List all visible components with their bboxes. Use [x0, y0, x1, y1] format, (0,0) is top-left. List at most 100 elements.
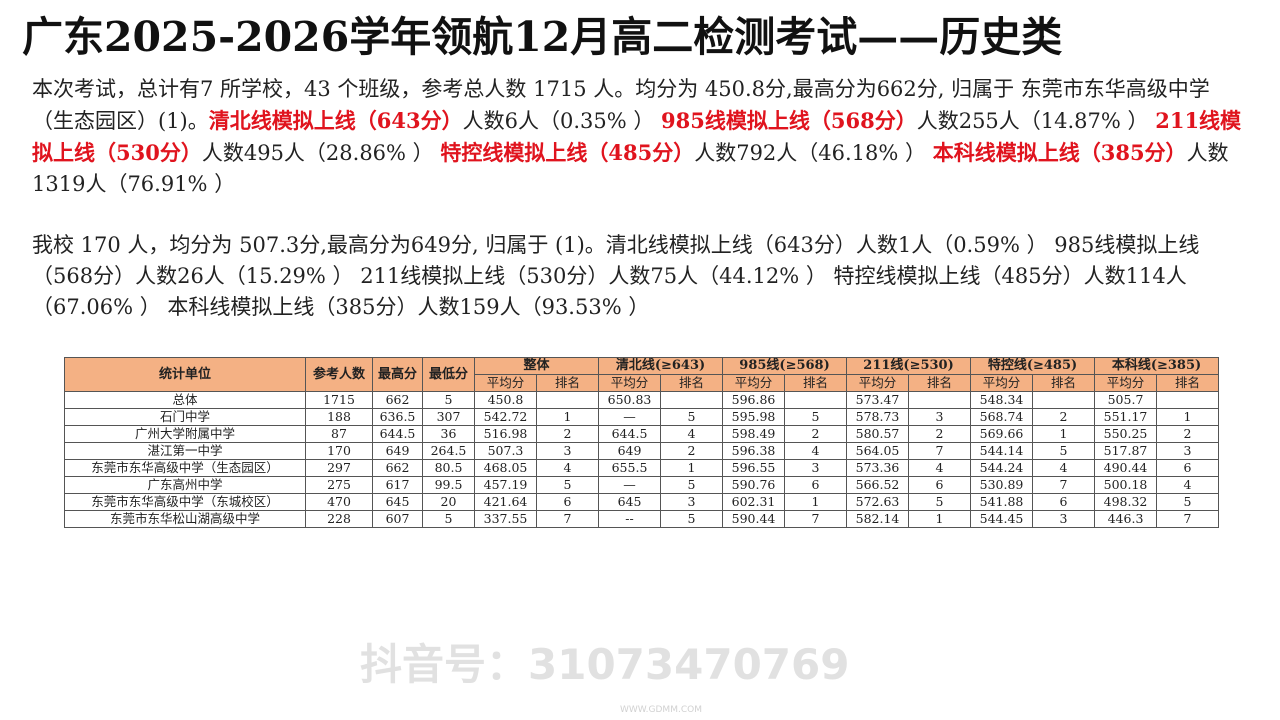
column-header: 统计单位	[64, 357, 306, 392]
unit-name-cell: 总体	[64, 391, 306, 409]
table-cell: 580.57	[846, 425, 910, 443]
sub-header: 平均分	[1094, 374, 1158, 392]
table-cell: 649	[372, 442, 423, 460]
table-cell: 636.5	[372, 408, 423, 426]
sub-header: 排名	[1032, 374, 1096, 392]
sub-header: 平均分	[970, 374, 1034, 392]
table-cell: 644.5	[598, 425, 662, 443]
table-row: 总体 1715 662 5 450.8 650.83 596.86 573.47 548.34 5…	[64, 391, 1220, 409]
table-cell	[784, 391, 848, 409]
table-cell: —	[598, 476, 662, 494]
table-cell: 655.5	[598, 459, 662, 477]
table-cell: 548.34	[970, 391, 1034, 409]
table-cell: 4	[784, 442, 848, 460]
table-cell	[1032, 391, 1096, 409]
group-header: 本科线(≥385)	[1094, 357, 1220, 375]
unit-name-cell: 东莞市东华松山湖高级中学	[64, 510, 306, 528]
table-cell: 5	[1156, 493, 1220, 511]
column-header: 最高分	[372, 357, 423, 392]
table-cell: 457.19	[474, 476, 537, 494]
table-cell: 569.66	[970, 425, 1034, 443]
table-row: 广东高州中学 275 617 99.5 457.19 5—5 590.76 6 566.52 6 5…	[64, 476, 1220, 494]
table-cell: 573.36	[846, 459, 910, 477]
table-cell: 617	[372, 476, 423, 494]
highlight-text: 清北线模拟上线（643分）	[208, 108, 463, 133]
table-cell: 7	[784, 510, 848, 528]
table-row: 广州大学附属中学 87 644.5 36 516.98 2 644.5 4 598.49 2 580…	[64, 425, 1220, 443]
table-cell: 3	[784, 459, 848, 477]
summary-text: 本次考试，总计有7 所学校，43 个班级，参考总人数 1715 人。均分为 45…	[32, 77, 1210, 133]
highlight-text: 特控线模拟上线（485分）	[440, 140, 695, 165]
summary-text: 人数1319人（76.91% ）	[32, 141, 1229, 196]
table-cell: 6	[908, 476, 972, 494]
table-cell: 662	[372, 391, 423, 409]
table-cell: 1	[1032, 425, 1096, 443]
table-cell	[1156, 391, 1220, 409]
table-cell: 6	[535, 493, 600, 511]
page-title: 广东2025-2026学年领航12月高二检测考试——历史类	[22, 13, 1063, 61]
table-cell: 595.98	[722, 408, 786, 426]
table-cell: 578.73	[846, 408, 910, 426]
school-summary: 我校 170 人，均分为 507.3分,最高分为649分, 归属于 (1)。清北…	[32, 233, 1200, 319]
table-cell: 564.05	[846, 442, 910, 460]
highlight-text: 本科线模拟上线（385分）	[932, 140, 1187, 165]
table-cell: 307	[422, 408, 475, 426]
table-row: 东莞市东华高级中学（生态园区） 297 662 80.5 468.05 4 655.5 1 59…	[64, 459, 1220, 477]
unit-name-cell: 石门中学	[64, 408, 306, 426]
table-cell: 542.72	[474, 408, 537, 426]
table-cell: 36	[422, 425, 475, 443]
group-header: 特控线(≥485)	[970, 357, 1096, 375]
unit-name-cell: 东莞市东华高级中学（东城校区）	[64, 493, 306, 511]
table-cell: 2	[1156, 425, 1220, 443]
table-cell	[908, 391, 972, 409]
sub-header: 平均分	[722, 374, 786, 392]
table-cell: 4	[1156, 476, 1220, 494]
score-table-wrapper: 统计单位 参考人数 最高分 最低分 整体 清北线(≥643) 985线(≥568) 211线(…	[64, 357, 1220, 528]
group-header: 211线(≥530)	[846, 357, 972, 375]
table-cell: 1	[908, 510, 972, 528]
table-cell: 5	[660, 510, 724, 528]
table-cell: 602.31	[722, 493, 786, 511]
table-cell: 1	[535, 408, 600, 426]
table-cell: 2	[908, 425, 972, 443]
table-cell: 1	[660, 459, 724, 477]
table-cell: 2	[1032, 408, 1096, 426]
summary-text: 人数6人（0.35% ）	[462, 109, 662, 133]
table-cell: 596.86	[722, 391, 786, 409]
table-cell: 551.17	[1094, 408, 1158, 426]
table-cell: 468.05	[474, 459, 537, 477]
table-cell: 505.7	[1094, 391, 1158, 409]
table-row: 东莞市东华高级中学（东城校区） 470 645 20 421.64 6 645 3 602.31…	[64, 493, 1220, 511]
table-cell: 516.98	[474, 425, 537, 443]
table-cell: 541.88	[970, 493, 1034, 511]
table-cell: 3	[660, 493, 724, 511]
table-cell: 500.18	[1094, 476, 1158, 494]
table-cell: 5	[908, 493, 972, 511]
table-cell: 7	[535, 510, 600, 528]
sub-header: 排名	[1156, 374, 1220, 392]
table-cell: 590.44	[722, 510, 786, 528]
table-cell: 3	[908, 408, 972, 426]
table-cell: --	[598, 510, 662, 528]
table-cell: 5	[422, 391, 475, 409]
column-header: 参考人数	[305, 357, 373, 392]
table-cell: 4	[660, 425, 724, 443]
sub-header: 平均分	[598, 374, 662, 392]
sub-header: 排名	[784, 374, 848, 392]
table-cell: 7	[908, 442, 972, 460]
table-cell: 3	[535, 442, 600, 460]
table-cell: 517.87	[1094, 442, 1158, 460]
unit-name-cell: 湛江第一中学	[64, 442, 306, 460]
table-cell: 645	[598, 493, 662, 511]
table-cell: 421.64	[474, 493, 537, 511]
table-cell: 490.44	[1094, 459, 1158, 477]
table-cell: 7	[1032, 476, 1096, 494]
watermark-site: WWW.GDMM.COM	[620, 705, 702, 715]
table-cell: 650.83	[598, 391, 662, 409]
column-header: 最低分	[422, 357, 475, 392]
table-cell	[535, 391, 600, 409]
highlight-text: 985线模拟上线（568分）	[661, 108, 917, 133]
table-cell: 6	[1156, 459, 1220, 477]
table-cell: 3	[1156, 442, 1220, 460]
table-cell: 7	[1156, 510, 1220, 528]
